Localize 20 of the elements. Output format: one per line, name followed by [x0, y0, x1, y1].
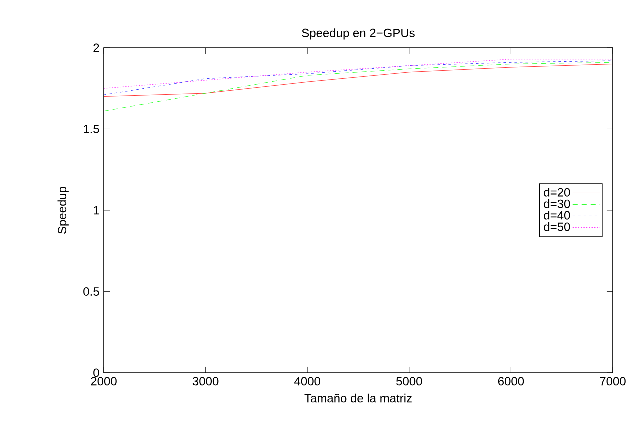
x-tick-label: 6000 [498, 377, 524, 386]
x-tick-label: 2000 [91, 377, 117, 386]
x-tick-label: 4000 [294, 377, 320, 386]
legend-label: d=30 [544, 200, 570, 208]
line-series [104, 62, 613, 112]
y-axis-title: Speedup [58, 186, 69, 234]
line-series [104, 59, 613, 89]
legend-label: d=40 [544, 210, 570, 220]
legend-label: d=20 [544, 188, 570, 197]
legend-label: d=50 [544, 222, 570, 232]
x-tick-label: 3000 [192, 377, 219, 386]
x-axis-title: Tamaño de la matriz [304, 394, 412, 403]
x-tick-label: 7000 [600, 377, 626, 386]
y-tick-label: 0.5 [84, 287, 100, 296]
y-tick-label: 0 [94, 368, 100, 378]
y-tick-label: 1.5 [84, 125, 100, 134]
y-tick-label: 1 [94, 206, 100, 215]
x-tick-label: 5000 [396, 377, 422, 386]
y-tick-label: 2 [94, 44, 100, 52]
chart-title: Speedup en 2−GPUs [302, 28, 415, 40]
